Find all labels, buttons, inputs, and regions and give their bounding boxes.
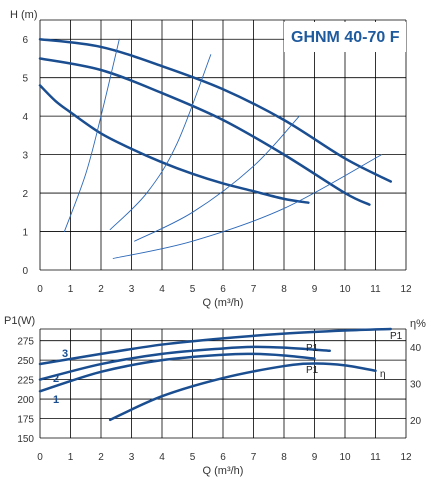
curve-label-2: 2 [53, 373, 59, 385]
y2-axis-title: η% [410, 318, 426, 330]
y-tick-label: 225 [17, 376, 34, 387]
title-background [284, 22, 406, 52]
y-tick-label: 1 [22, 228, 28, 239]
x-tick-label: 4 [159, 284, 165, 295]
p1-label: P1 [390, 331, 403, 342]
series-line-7 [112, 154, 383, 259]
x-tick-label: 7 [251, 284, 257, 295]
x-axis-title: Q (m³/h) [203, 465, 244, 477]
x-tick-label: 4 [159, 452, 165, 463]
x-axis-title: Q (m³/h) [203, 297, 244, 309]
x-tick-label: 3 [129, 452, 135, 463]
eta-label: η [380, 369, 386, 380]
y-tick-label: 275 [17, 337, 34, 348]
x-tick-label: 2 [98, 284, 104, 295]
p1-label: P1 [306, 343, 319, 354]
y-tick-label: 3 [22, 151, 28, 162]
x-tick-label: 0 [37, 284, 43, 295]
series-line-2 [38, 345, 331, 381]
p1-label: P1 [306, 365, 319, 376]
x-tick-label: 0 [37, 452, 43, 463]
y-tick-label: 250 [17, 356, 34, 367]
series-line-4 [108, 362, 377, 422]
curve-label-3: 3 [62, 348, 68, 360]
y-tick-label: 175 [17, 415, 34, 426]
x-tick-label: 2 [98, 452, 104, 463]
y-axis-title: H (m) [10, 9, 38, 21]
x-tick-label: 5 [190, 284, 196, 295]
x-tick-label: 11 [370, 284, 381, 295]
x-tick-label: 7 [251, 452, 257, 463]
x-tick-label: 5 [190, 452, 196, 463]
x-tick-label: 8 [281, 284, 287, 295]
curve-label-1: 1 [53, 394, 59, 406]
y-tick-label: 200 [17, 395, 34, 406]
x-tick-label: 8 [281, 452, 287, 463]
series-line-1 [38, 327, 392, 366]
series-line-1 [38, 37, 392, 183]
x-tick-label: 6 [220, 452, 226, 463]
x-tick-label: 10 [339, 452, 351, 463]
series-line-5 [109, 54, 212, 231]
x-tick-label: 3 [129, 284, 135, 295]
y-tick-label: 150 [17, 434, 34, 445]
y-tick-label: 6 [22, 35, 28, 46]
y2-tick-label: 20 [410, 416, 422, 427]
chart-title: GHNM 40-70 F [291, 29, 400, 46]
x-tick-label: 11 [370, 452, 381, 463]
x-tick-label: 1 [68, 284, 74, 295]
x-tick-label: 1 [68, 452, 74, 463]
y2-tick-label: 30 [410, 380, 422, 391]
x-tick-label: 12 [400, 284, 412, 295]
y-tick-label: 5 [22, 74, 28, 85]
x-tick-label: 10 [339, 284, 351, 295]
y-tick-label: 2 [22, 189, 28, 200]
y-tick-label: 0 [22, 266, 28, 277]
x-tick-label: 9 [312, 284, 318, 295]
series-line-6 [134, 115, 300, 242]
series-line-2 [38, 57, 371, 206]
x-tick-label: 6 [220, 284, 226, 295]
series-line-4 [63, 38, 120, 232]
y-axis-title: P1(W) [4, 315, 35, 327]
series-line-3 [38, 352, 316, 393]
y2-tick-label: 40 [410, 343, 422, 354]
series-line-3 [38, 84, 310, 204]
x-tick-label: 9 [312, 452, 318, 463]
x-tick-label: 12 [400, 452, 412, 463]
y-tick-label: 4 [22, 112, 28, 123]
